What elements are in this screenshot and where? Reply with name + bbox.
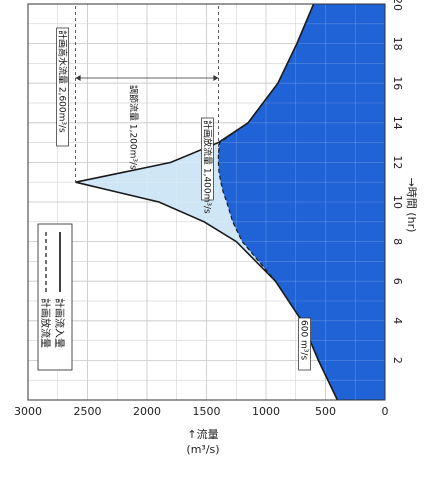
flow-axis-label: ↑流量 — [187, 427, 218, 441]
released-flow-area — [218, 4, 385, 400]
flow-tick-label: 0 — [382, 405, 389, 418]
peak-outflow-label: 計画放流量 1,400m³/s — [201, 120, 213, 214]
legend-box — [37, 223, 73, 371]
tick-labels: 0 500 1000 1500 2000 2500 3000 2 4 6 8 10 12 14 16 18 20 — [14, 0, 404, 418]
peak-inflow-label-group: 計画高水流量 2,600m³/s — [56, 27, 69, 147]
axis-labels: →時間 (hr) ↑流量 (m³/s) — [186, 178, 418, 456]
time-tick-label: 8 — [391, 238, 404, 245]
peak-inflow-label: 計画高水流量 2,600m³/s — [57, 30, 69, 133]
flow-tick-label: 1000 — [252, 405, 280, 418]
legend-inflow-label: 計画流入量 — [53, 298, 66, 348]
base-flow-label: 600 m³/s — [299, 320, 309, 360]
time-tick-label: 4 — [391, 317, 404, 324]
regulated-arrowhead-left — [75, 75, 81, 81]
time-tick-label: 10 — [391, 195, 404, 209]
time-tick-label: 6 — [391, 278, 404, 285]
peak-outflow-label-box — [201, 117, 214, 201]
regulated-label-group: 調節流量 1,200m³/s — [127, 85, 139, 170]
legend-outflow-label: 計画放流量 — [39, 298, 52, 348]
inflow-line — [75, 3, 339, 401]
base-flow-label-box — [298, 317, 311, 371]
annotations: 計画高水流量 2,600m³/s 調節流量 1,200m³/s 計画放流量 1,40… — [56, 6, 311, 371]
flow-tick-label: 2000 — [133, 405, 161, 418]
flow-axis-unit: (m³/s) — [186, 443, 219, 456]
time-tick-label: 18 — [391, 37, 404, 51]
plot-frame — [27, 3, 386, 401]
regulated-label: 調節流量 1,200m³/s — [127, 85, 139, 170]
peak-inflow-label-box — [56, 27, 69, 147]
regulated-arrowhead-right — [213, 75, 219, 81]
stored-volume-area — [75, 4, 338, 400]
flow-tick-label: 2500 — [74, 405, 102, 418]
time-tick-label: 14 — [391, 116, 404, 130]
time-axis-label: →時間 (hr) — [405, 178, 418, 233]
time-tick-label: 12 — [391, 155, 404, 169]
time-tick-label: 2 — [391, 357, 404, 364]
time-tick-label: 16 — [391, 76, 404, 90]
time-tick-label: 20 — [391, 0, 404, 11]
grid-overlay — [27, 3, 386, 401]
flow-tick-label: 1500 — [193, 405, 221, 418]
peak-outflow-label-group: 計画放流量 1,400m³/s — [201, 117, 214, 214]
flow-tick-label: 500 — [315, 405, 336, 418]
base-flow-label-group: 600 m³/s — [298, 317, 311, 371]
flow-tick-label: 3000 — [14, 405, 42, 418]
